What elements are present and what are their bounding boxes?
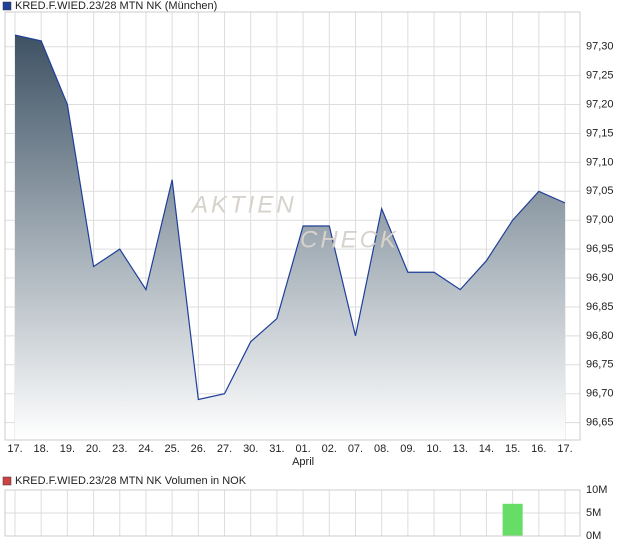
x-tick-label: 10. <box>426 443 441 455</box>
y-tick-label: 97,10 <box>586 156 614 168</box>
x-tick-label: 01. <box>295 443 310 455</box>
y-tick-label: 97,30 <box>586 41 614 53</box>
watermark: AKTIEN <box>190 191 297 218</box>
x-tick-label: 24. <box>138 443 153 455</box>
y-tick-label: 96,65 <box>586 417 614 429</box>
legend-label: KRED.F.WIED.23/28 MTN NK (München) <box>15 0 217 12</box>
y-tick-label: 0M <box>586 530 601 542</box>
x-tick-label: 07. <box>348 443 363 455</box>
x-tick-label: 08. <box>374 443 389 455</box>
y-tick-label: 96,95 <box>586 243 614 255</box>
month-label: April <box>292 456 314 468</box>
x-tick-label: 20. <box>86 443 101 455</box>
line <box>14 34 566 401</box>
x-tick-label: 30. <box>243 443 258 455</box>
legend-swatch <box>2 476 12 486</box>
y-tick-label: 96,70 <box>586 388 614 400</box>
y-tick-label: 96,80 <box>586 330 614 342</box>
y-tick-label: 97,25 <box>586 70 614 82</box>
x-tick-label: 16. <box>531 443 546 455</box>
y-tick-label: 10M <box>586 484 607 496</box>
x-tick-label: 25. <box>164 443 179 455</box>
x-tick-label: 18. <box>34 443 49 455</box>
x-tick-label: 13. <box>453 443 468 455</box>
x-tick-label: 23. <box>112 443 127 455</box>
y-tick-label: 97,15 <box>586 127 614 139</box>
watermark: CHECK <box>300 226 399 253</box>
y-tick-label: 96,85 <box>586 301 614 313</box>
y-tick-label: 97,20 <box>586 98 614 110</box>
x-tick-label: 31. <box>269 443 284 455</box>
y-tick-label: 96,90 <box>586 272 614 284</box>
y-tick-label: 97,05 <box>586 185 614 197</box>
plot-border <box>4 489 581 537</box>
bar <box>502 503 523 536</box>
y-tick-label: 96,75 <box>586 359 614 371</box>
x-tick-label: 09. <box>400 443 415 455</box>
legend-swatch <box>2 1 12 11</box>
x-tick-label: 14. <box>479 443 494 455</box>
x-tick-label: 26. <box>191 443 206 455</box>
x-tick-label: 19. <box>60 443 75 455</box>
plot-border <box>4 11 581 441</box>
x-tick-label: 17. <box>557 443 572 455</box>
x-tick-label: 27. <box>217 443 232 455</box>
x-tick-label: 15. <box>505 443 520 455</box>
y-tick-label: 97,00 <box>586 214 614 226</box>
area <box>15 35 565 441</box>
x-tick-label: 02. <box>322 443 337 455</box>
x-tick-label: 17. <box>7 443 22 455</box>
legend-label: KRED.F.WIED.23/28 MTN NK Volumen in NOK <box>15 475 247 487</box>
y-tick-label: 5M <box>586 507 601 519</box>
